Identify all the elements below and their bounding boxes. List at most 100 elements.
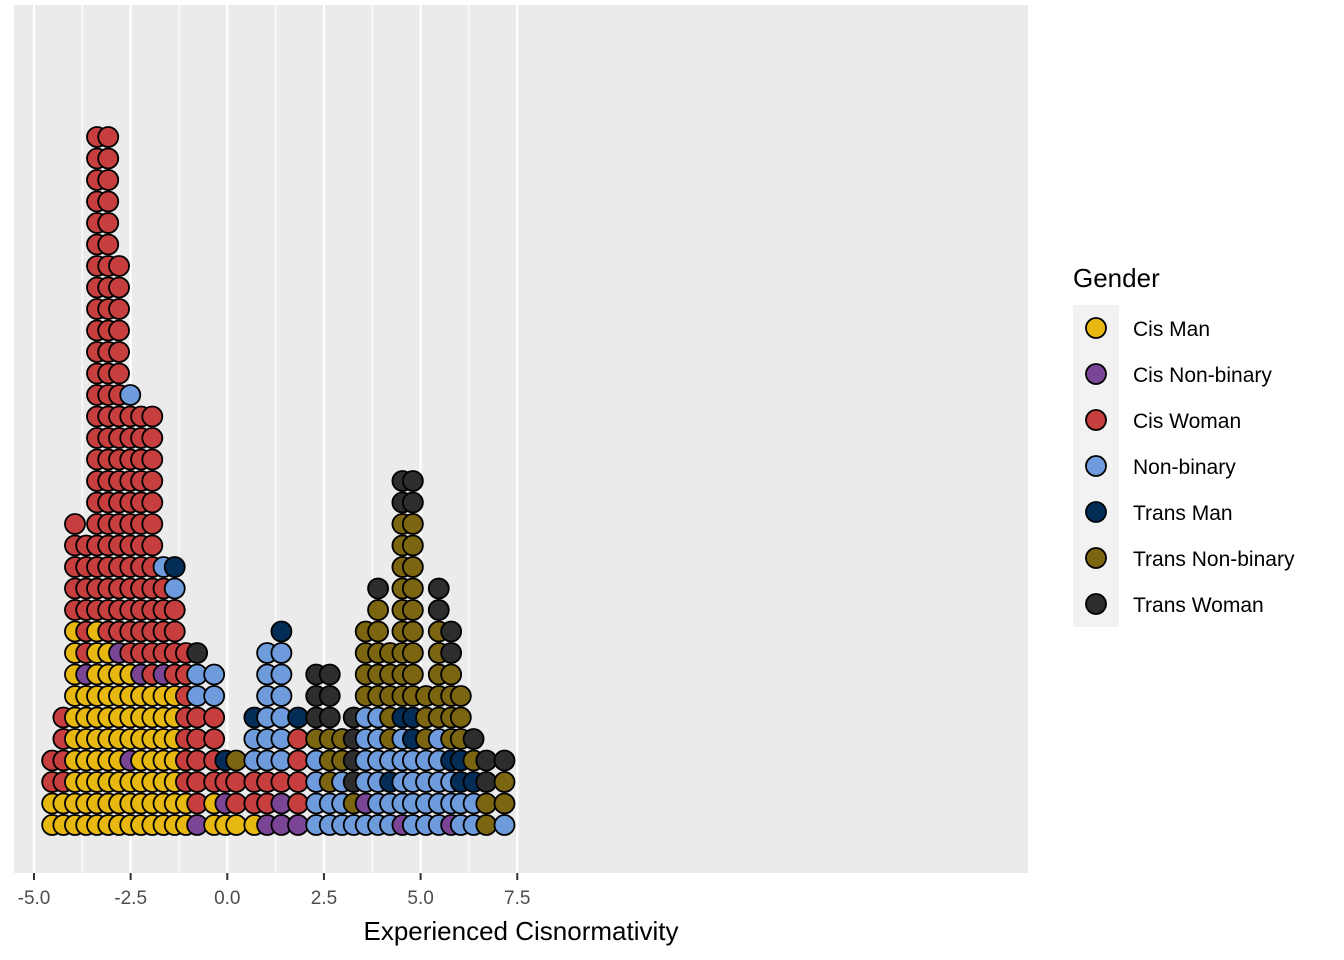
dot-trans-non-binary	[493, 792, 516, 815]
dot-trans-non-binary	[401, 513, 424, 535]
dot-cis-woman	[97, 126, 120, 148]
legend-label-cis-man: Cis Man	[1133, 318, 1210, 341]
dot-trans-non-binary	[401, 599, 424, 621]
x-tick-label: -2.5	[114, 888, 147, 909]
dot-trans-woman	[475, 749, 498, 772]
dot-cis-woman	[141, 513, 164, 535]
dot-trans-non-binary	[225, 749, 248, 772]
dot-trans-woman	[493, 749, 516, 772]
dot-non-binary	[270, 642, 293, 664]
dot-trans-woman	[427, 577, 450, 600]
legend-key-trans-non-binary	[1085, 547, 1107, 569]
dot-cis-woman	[287, 728, 309, 750]
legend-label-trans-woman: Trans Woman	[1133, 594, 1264, 617]
dot-cis-woman	[108, 362, 130, 385]
dot-trans-woman	[427, 599, 450, 621]
dot-cis-woman	[108, 341, 130, 363]
dot-trans-man	[270, 620, 293, 643]
dot-cis-woman	[108, 298, 130, 320]
dot-cis-woman	[287, 792, 309, 815]
legend-key-trans-woman	[1085, 593, 1107, 615]
dot-trans-non-binary	[493, 771, 516, 793]
dot-trans-woman	[440, 642, 463, 664]
dot-cis-woman	[97, 169, 120, 191]
dot-trans-man	[287, 706, 309, 729]
dot-trans-non-binary	[449, 706, 472, 729]
x-axis-title: Experienced Cisnormativity	[363, 916, 678, 946]
dot-layer	[41, 126, 516, 836]
dot-cis-man	[225, 814, 248, 836]
x-tick-label: 5.0	[407, 888, 433, 909]
dot-trans-non-binary	[401, 620, 424, 643]
dot-non-binary	[163, 577, 186, 600]
dot-cis-woman	[141, 448, 164, 471]
dot-non-binary	[203, 685, 226, 707]
dot-trans-woman	[318, 706, 341, 729]
x-tick-label: -5.0	[18, 888, 51, 909]
dot-trans-non-binary	[401, 556, 424, 578]
dot-cis-woman	[141, 427, 164, 449]
legend-label-non-binary: Non-binary	[1133, 456, 1236, 479]
dot-trans-non-binary	[475, 814, 498, 836]
dot-trans-non-binary	[401, 663, 424, 686]
legend-label-trans-non-binary: Trans Non-binary	[1133, 548, 1295, 571]
legend-key-cis-woman	[1085, 409, 1107, 431]
dot-cis-woman	[97, 212, 120, 234]
dot-trans-non-binary	[475, 792, 498, 815]
legend-key-non-binary	[1085, 455, 1107, 477]
dot-cis-woman	[141, 491, 164, 514]
dot-cis-woman	[163, 620, 186, 643]
dot-trans-woman	[475, 771, 498, 793]
dot-cis-woman	[225, 771, 248, 793]
x-tick-label: 0.0	[214, 888, 240, 909]
dot-trans-non-binary	[401, 642, 424, 664]
dot-cis-woman	[97, 190, 120, 213]
legend-key-cis-man	[1085, 317, 1107, 339]
legend-label-cis-woman: Cis Woman	[1133, 410, 1241, 433]
dot-cis-woman	[108, 255, 130, 277]
dot-cis-woman	[108, 319, 130, 342]
x-tick-label: 7.5	[504, 888, 530, 909]
dot-cis-woman	[141, 470, 164, 492]
legend-key-trans-man	[1085, 501, 1107, 523]
x-axis: -5.0 -2.5 0.0 2.5 5.0 7.5	[18, 873, 530, 909]
minor-gridlines	[81, 5, 470, 873]
dot-cis-woman	[108, 276, 130, 299]
x-tick-label: 2.5	[311, 888, 337, 909]
dot-trans-non-binary	[367, 620, 389, 643]
dot-trans-non-binary	[449, 685, 472, 707]
dot-trans-woman	[440, 620, 463, 643]
dot-cis-woman	[287, 749, 309, 772]
dot-non-binary	[270, 685, 293, 707]
legend-key-cis-non-binary	[1085, 363, 1107, 385]
dot-non-binary	[270, 663, 293, 686]
dot-cis-woman	[287, 771, 309, 793]
dot-trans-non-binary	[440, 663, 463, 686]
dot-trans-woman	[462, 728, 485, 750]
legend-title: Gender	[1073, 263, 1160, 293]
dot-non-binary	[119, 384, 142, 406]
legend-label-cis-non-binary: Cis Non-binary	[1133, 364, 1272, 387]
dot-trans-woman	[318, 663, 341, 686]
dot-cis-woman	[97, 233, 120, 256]
dot-cis-woman	[203, 706, 226, 729]
dot-cis-woman	[203, 728, 226, 750]
dot-trans-non-binary	[367, 599, 389, 621]
dot-trans-man	[163, 556, 186, 578]
dot-cis-woman	[141, 534, 164, 557]
dot-trans-non-binary	[401, 577, 424, 600]
dot-cis-woman	[141, 405, 164, 428]
dot-trans-woman	[401, 491, 424, 514]
dot-trans-woman	[401, 470, 424, 492]
legend-label-trans-man: Trans Man	[1133, 502, 1233, 525]
dot-cis-woman	[64, 513, 86, 535]
dot-trans-woman	[367, 577, 389, 600]
dot-cis-woman	[163, 599, 186, 621]
dot-trans-woman	[186, 642, 209, 664]
dot-cis-woman	[97, 147, 120, 170]
dot-cis-non-binary	[287, 814, 309, 836]
dot-non-binary	[493, 814, 516, 836]
plot-panel	[14, 5, 1028, 873]
dot-trans-woman	[318, 685, 341, 707]
